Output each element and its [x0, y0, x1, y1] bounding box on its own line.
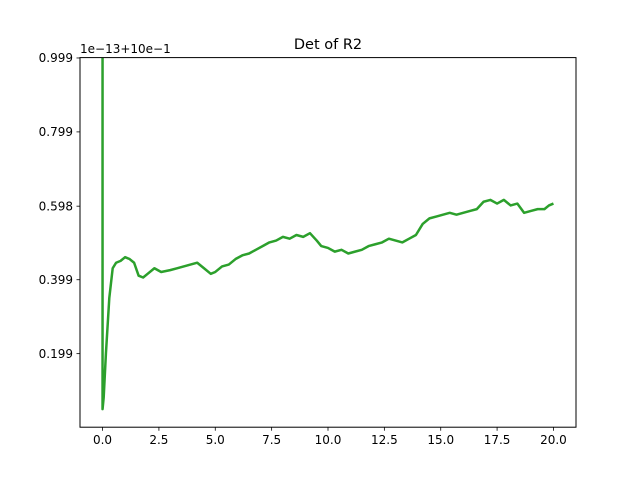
- axes-frame: [79, 57, 577, 428]
- y-tick-label: 0.199: [39, 347, 73, 361]
- y-axis-offset-text: 1e−13+10e−1: [80, 42, 171, 56]
- series-line: [101, 57, 554, 411]
- y-tick-label: 0.799: [39, 125, 73, 139]
- x-tick-label: 2.5: [149, 433, 168, 447]
- x-tick-label: 12.5: [371, 433, 398, 447]
- x-tick-label: 7.5: [262, 433, 281, 447]
- x-tick-label: 20.0: [540, 433, 567, 447]
- x-tick-label: 0.0: [93, 433, 112, 447]
- y-tick-label: 0.399: [39, 273, 73, 287]
- x-tick-label: 17.5: [484, 433, 511, 447]
- y-tick-label: 0.999: [39, 51, 73, 65]
- plot-area: 0.0 2.5 5.0 7.5 10.0 12.5 15.0 17.5 20.0 0.199 0.3…: [39, 51, 567, 447]
- y-tick-label: 0.598: [39, 199, 73, 213]
- chart-title: Det of R2: [294, 37, 362, 53]
- x-tick-label: 15.0: [427, 433, 454, 447]
- x-tick-label: 10.0: [315, 433, 342, 447]
- x-tick-label: 5.0: [206, 433, 225, 447]
